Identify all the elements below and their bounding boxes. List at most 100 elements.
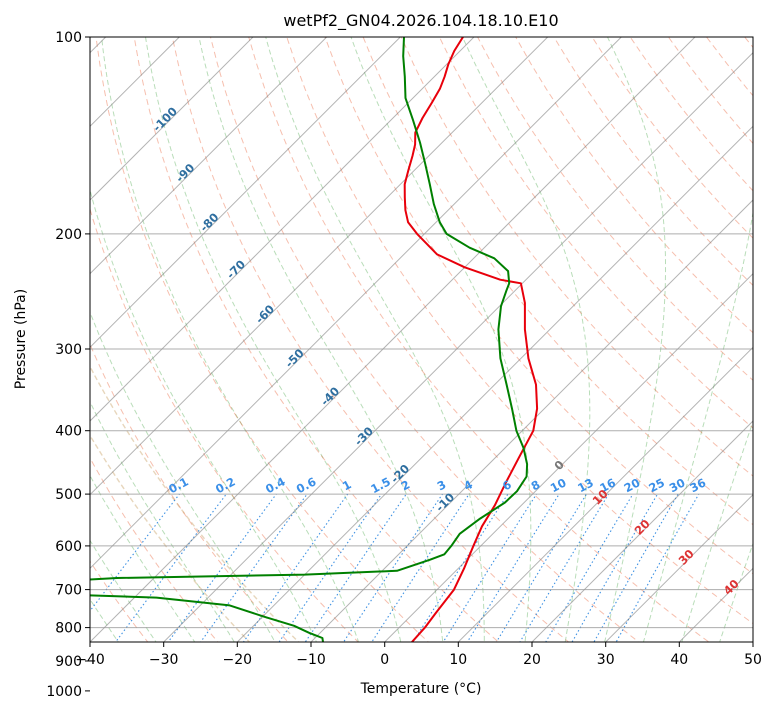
mixing-ratio-line [90,493,180,612]
isotherm-label: -20 [388,461,413,486]
y-tick-label: 100 [55,30,82,46]
x-tick-label: 30 [597,652,615,668]
y-tick-label: 200 [55,227,82,243]
moist-adiabat-line [265,37,485,642]
x-tick-label: 0 [380,652,389,668]
x-tick-label: −30 [149,652,179,668]
isotherm-line [604,493,753,642]
x-axis-label: Temperature (°C) [360,681,482,697]
moist-adiabat-line [90,188,318,642]
isotherm-label: -80 [197,210,222,235]
mixing-ratio-label: 20 [622,475,643,495]
x-tick-label: −10 [296,652,326,668]
mixing-ratio-label: 0.2 [213,474,238,496]
isotherm-line [90,37,475,422]
mixing-ratio-label: 30 [667,475,688,495]
isotherm-line [90,37,622,570]
moist-adiabat-line [719,542,753,642]
isotherm-line [678,567,753,642]
dry-adiabat-line [90,560,149,642]
dewpoint-profile-line [90,37,529,642]
moist-adiabat-line [604,37,666,642]
isotherm-line [90,37,401,349]
mixing-ratio-line [495,493,587,642]
moist-adiabat-line [350,37,532,642]
dry-adiabat-line [591,37,753,239]
dry-adiabat-line [744,37,753,49]
moist-adiabat-line [90,539,157,642]
mixing-ratio-line [442,493,537,642]
y-tick-label: 400 [55,424,82,440]
dry-adiabat-line [667,37,753,145]
mixing-ratio-line [167,493,277,642]
x-tick-label: −40 [75,652,105,668]
mixing-ratio-label: 13 [575,475,596,495]
x-tick-label: 50 [744,652,762,668]
x-tick-label: 10 [449,652,467,668]
dry-adiabat-line [324,37,753,575]
x-tick-label: 20 [523,652,541,668]
y-tick-label: 500 [55,487,82,503]
moist-adiabat-line [145,37,402,642]
mixing-ratio-label: 16 [597,475,618,495]
grid-layer [90,37,753,642]
mixing-ratio-line [519,493,610,642]
dry-adiabat-line [515,37,753,334]
moist-adiabat-line [681,419,753,642]
zero-isotherm-label: 0 [551,457,567,473]
isotherm-line [236,125,753,642]
dry-adiabat-line [171,37,570,642]
mixing-ratio-label: 0.6 [294,474,319,496]
mixing-ratio-line [342,493,443,642]
moist-adiabat-line [101,37,360,642]
isotherm-line [310,199,753,642]
axes-layer: −40 −30 −20 −10 0 10 20 30 40 5010009008007006005… [46,30,762,700]
mixing-ratio-label: 10 [548,475,569,495]
y-tick-label: 600 [55,539,82,555]
mixing-ratio-line [304,493,407,642]
mixing-ratio-line [200,493,308,642]
mixing-ratio-label: 25 [646,475,667,495]
isotherm-line [90,37,696,642]
moist-adiabat-line [462,37,591,642]
y-tick-label: 300 [55,342,82,358]
dry-adiabat-line [248,37,710,642]
y-axis-label: Pressure (hPa) [13,289,29,389]
dry-adiabat-line [90,456,219,642]
theta-e-line [90,365,300,642]
chart-title: wetPf2_GN04.2026.104.18.10.E10 [283,11,558,31]
isotherm-label: -90 [173,161,198,186]
mixing-ratio-line [242,493,349,642]
theta-e-line [90,434,251,642]
isotherm-label-warm: 40 [721,577,742,598]
dry-adiabat-line [286,37,753,625]
y-tick-label: 800 [55,621,82,637]
isotherm-line [90,37,549,496]
moist-adiabat-line [642,209,753,642]
mixing-ratio-line [466,493,560,642]
isotherm-line [531,420,753,642]
isotherm-line [90,37,254,201]
dry-adiabat-line [477,37,753,381]
dry-adiabat-line [210,37,640,642]
mixing-ratio-line [114,493,227,642]
plot-frame [89,36,754,643]
isotherm-label-warm: 20 [632,517,653,538]
moist-adiabat-line [90,474,196,642]
isotherm-label: -100 [150,104,180,134]
isotherm-line [90,37,328,275]
dry-adiabat-line [90,207,359,642]
isotherm-label: -60 [253,302,278,327]
isotherm-line [383,272,753,642]
isotherm-label-warm: 30 [676,547,697,568]
isotherm-label: -50 [282,346,307,371]
isotherm-line [162,51,753,642]
mixing-ratio-line [545,493,634,642]
mixing-ratio-line [412,493,509,642]
dry-adiabat-line [95,37,429,642]
moist-adiabat-line [90,310,276,642]
mixing-ratio-line [593,493,679,642]
moist-adiabat-line [90,400,235,642]
x-tick-label: −20 [223,652,253,668]
isotherm-label: -70 [224,257,249,282]
